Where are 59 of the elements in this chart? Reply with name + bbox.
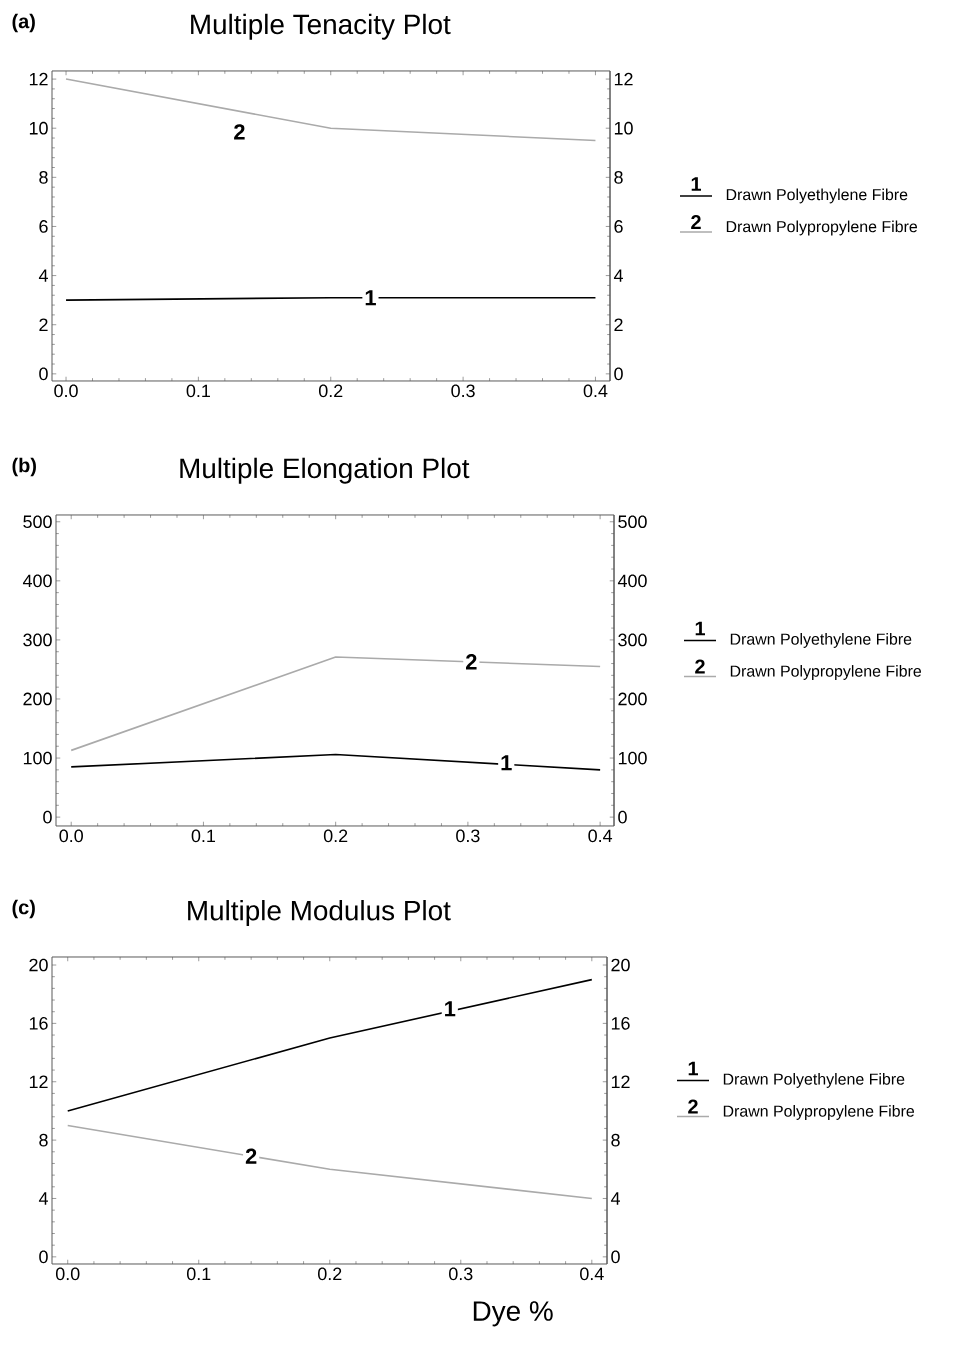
x-tick-label: 0.4 [588, 829, 613, 843]
y-tick-label: 0 [614, 367, 623, 381]
x-tick-label: 0.1 [186, 384, 210, 398]
y-tick-label: 8 [39, 1133, 48, 1147]
x-tick-label: 0.3 [451, 384, 475, 398]
chart-title: Multiple Elongation Plot [180, 457, 470, 484]
annotation: 1 [365, 290, 376, 306]
text: 1 [691, 177, 701, 191]
annotation: 1 [445, 1001, 456, 1017]
y-tick-label: 100 [23, 751, 52, 765]
text: 1 [695, 621, 705, 636]
y-tick-label: 20 [29, 958, 48, 972]
annotation: 2 [245, 1148, 257, 1164]
y-tick-label: 16 [29, 1017, 48, 1030]
annotation: 1 [501, 755, 512, 771]
y-tick-label: 0 [43, 810, 52, 824]
x-tick-label: 0.2 [318, 1267, 342, 1281]
text: (c) [12, 899, 35, 919]
text: 2 [688, 1099, 698, 1114]
y-tick-label: 200 [23, 692, 52, 706]
y-tick-label: 0 [39, 1250, 48, 1264]
x-tick-label: 0.0 [59, 829, 83, 843]
annotation: 2 [234, 124, 245, 140]
y-tick-label: 12 [614, 72, 633, 86]
legend-label: Drawn Polyethylene Fibre [730, 633, 912, 648]
y-tick-label: 500 [23, 515, 52, 529]
y-tick-label: 6 [614, 220, 623, 233]
x-tick-label: 0.4 [583, 384, 608, 398]
x-tick-label: 0.3 [449, 1267, 473, 1281]
x-tick-label: 0.2 [323, 829, 348, 843]
text: 2 [691, 215, 701, 229]
legend-label: Drawn Polypropylene Fibre [723, 1105, 915, 1120]
text: (a) [12, 13, 35, 33]
annotation: 2 [466, 654, 477, 670]
text: 1 [688, 1061, 698, 1076]
x-tick-label: 0.1 [191, 829, 216, 843]
text: 2 [695, 659, 705, 674]
x-tick-label: 0.0 [55, 1267, 80, 1281]
y-tick-label: 300 [23, 633, 52, 647]
y-tick-label: 2 [614, 318, 623, 331]
text: (b) [12, 457, 36, 477]
y-tick-label: 12 [29, 1075, 48, 1089]
x-tick-label: 0.0 [54, 384, 78, 398]
legend-label: Drawn Polypropylene Fibre [726, 220, 918, 236]
y-tick-label: 4 [38, 1192, 48, 1205]
chart-title: Multiple Modulus Plot [188, 900, 451, 926]
y-tick-label: 8 [614, 170, 623, 184]
legend-label: Drawn Polypropylene Fibre [730, 665, 922, 680]
y-tick-label: 10 [614, 121, 633, 135]
chart-title: Multiple Tenacity Plot [191, 13, 451, 40]
x-tick-label: 0.2 [318, 384, 343, 398]
y-tick-label: 400 [22, 574, 52, 588]
x-tick-label: 0.4 [580, 1267, 604, 1281]
x-tick-label: 0.1 [186, 1267, 211, 1281]
y-tick-label: 4 [613, 269, 623, 282]
legend-label: Drawn Polyethylene Fibre [723, 1073, 905, 1088]
x-axis-title: Dye % [473, 1301, 553, 1327]
legend-label: Drawn Polyethylene Fibre [726, 188, 908, 204]
x-tick-label: 0.3 [456, 829, 480, 843]
